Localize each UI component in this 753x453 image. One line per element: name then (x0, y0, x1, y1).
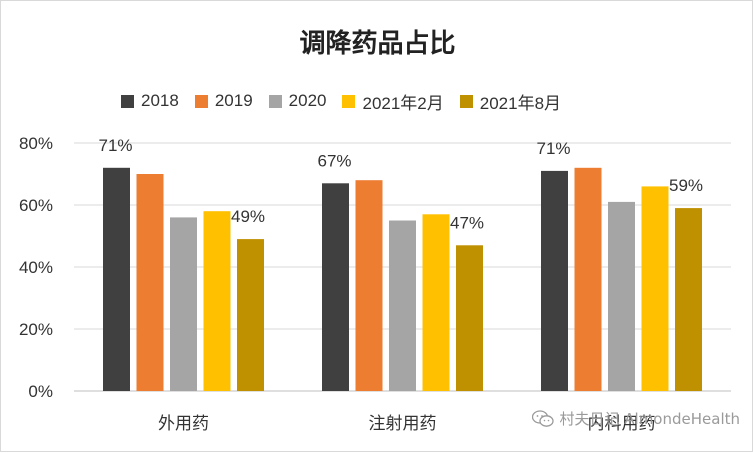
y-tick-label: 40% (19, 258, 53, 277)
category-label: 内科用药 (588, 414, 656, 434)
data-label: 49% (231, 207, 265, 226)
bar (641, 186, 669, 391)
wechat-icon (531, 409, 554, 427)
data-label: 59% (669, 176, 703, 195)
bar (456, 245, 483, 391)
bar (170, 217, 197, 391)
legend-swatch (121, 94, 134, 108)
bar (103, 167, 130, 391)
legend-swatch (194, 94, 208, 108)
legend-label: 2019 (214, 91, 253, 110)
legend: 2018 2019 2020 2021年2月 2021年8月 (121, 89, 561, 113)
y-tick-label: 0% (28, 382, 53, 401)
legend-swatch (342, 94, 356, 108)
chart-title: 调降药品占比 (299, 29, 456, 59)
watermark-text: 村夫日记 AlmondeHealth (559, 410, 741, 428)
legend-label: 2018 (141, 91, 179, 110)
bar (136, 174, 164, 391)
bar (541, 170, 568, 391)
legend-label: 2021年8月 (479, 93, 562, 113)
data-label: 71% (98, 136, 132, 155)
y-tick-label: 20% (19, 320, 53, 339)
legend-swatch (459, 94, 473, 108)
bar (574, 167, 602, 391)
legend-item: 2021年8月 (459, 89, 562, 114)
legend-item: 2020 (268, 91, 327, 111)
category-label: 外用药 (158, 414, 209, 434)
data-label: 67% (317, 151, 351, 170)
bar (355, 180, 383, 391)
bar (675, 208, 702, 391)
y-tick-label: 80% (19, 134, 53, 153)
bar (237, 239, 264, 391)
legend-item: 2021年2月 (342, 89, 444, 114)
bar (322, 183, 349, 391)
legend-swatch (268, 94, 282, 108)
bar (203, 211, 231, 391)
bar (608, 201, 635, 391)
legend-item: 2018 (121, 91, 179, 111)
legend-item: 2019 (194, 91, 253, 111)
data-label: 71% (536, 139, 570, 158)
bar (422, 214, 450, 391)
bar (389, 220, 416, 391)
y-tick-label: 60% (19, 196, 53, 215)
legend-label: 2020 (288, 91, 327, 110)
legend-label: 2021年2月 (362, 93, 444, 113)
watermark: 村夫日记 AlmondeHealth (531, 408, 741, 429)
category-label: 注射用药 (369, 414, 437, 434)
data-label: 47% (450, 213, 484, 232)
